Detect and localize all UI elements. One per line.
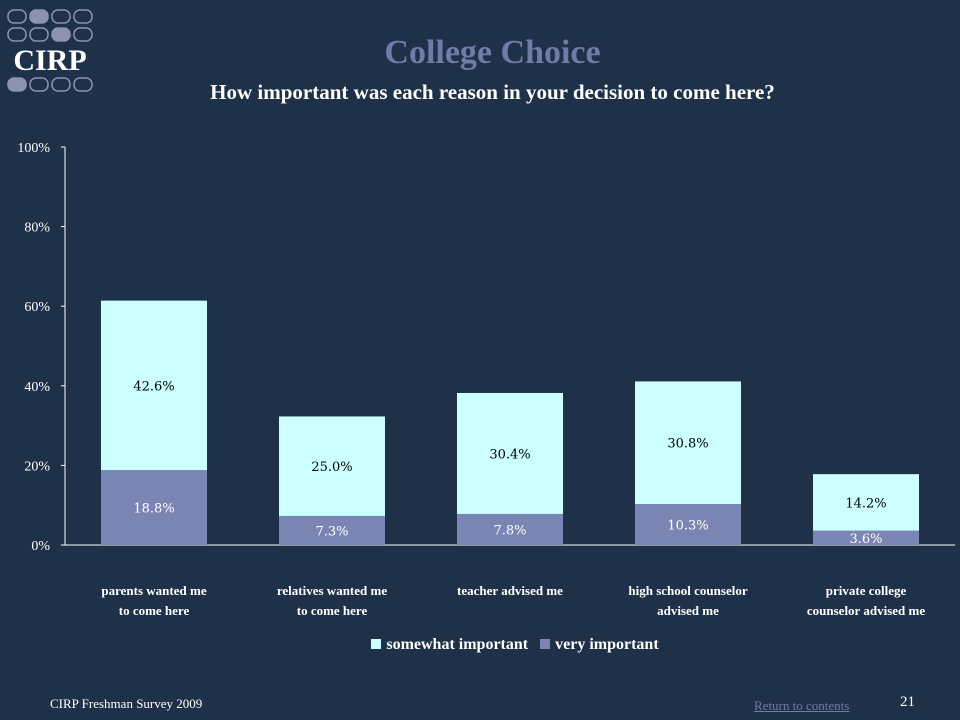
logo-dot: [51, 77, 71, 92]
y-tick-label: 80%: [24, 221, 50, 236]
data-label-somewhat-important: 14.2%: [845, 496, 886, 511]
bar-somewhat-important: [635, 381, 741, 505]
y-tick-label: 40%: [24, 380, 50, 395]
logo-dot: [29, 77, 49, 92]
y-tick-label: 100%: [17, 141, 50, 156]
cirp-logo-text: CIRP: [13, 44, 86, 77]
x-tick-label: high school counselor advised me: [628, 583, 748, 618]
x-tick-label: parents wanted me to come here: [101, 583, 207, 618]
data-label-somewhat-important: 30.4%: [489, 447, 530, 462]
data-label-very-important: 7.3%: [315, 524, 348, 539]
cirp-logo: CIRP: [7, 9, 93, 92]
x-tick-label: relatives wanted me to come here: [276, 583, 388, 618]
logo-dot: [7, 27, 27, 42]
logo-dot: [73, 77, 93, 92]
data-label-very-important: 18.8%: [133, 502, 174, 517]
bar-very-important: [457, 513, 563, 545]
bar-somewhat-important: [101, 300, 207, 471]
logo-dot: [29, 27, 49, 42]
slide-subtitle: How important was each reason in your de…: [210, 80, 775, 104]
logo-dot: [51, 27, 71, 42]
x-tick-label: private college counselor advised me: [806, 583, 926, 618]
slide-title: College Choice: [384, 34, 601, 71]
x-tick-label: teacher advised me: [457, 583, 563, 598]
page-number: 21: [900, 694, 915, 710]
legend-item-very-important: very important: [540, 636, 659, 654]
data-label-somewhat-important: 25.0%: [311, 460, 352, 475]
bar-very-important: [101, 470, 207, 545]
bar-very-important: [635, 504, 741, 545]
logo-dot: [73, 27, 93, 42]
legend-label-somewhat-important: somewhat important: [386, 636, 529, 653]
logo-dot: [73, 9, 93, 24]
data-label-somewhat-important: 42.6%: [133, 379, 174, 394]
bar-somewhat-important: [457, 392, 563, 514]
logo-dot: [7, 9, 27, 24]
legend-label-very-important: very important: [555, 636, 659, 653]
logo-dot: [51, 9, 71, 24]
legend-swatch-somewhat-important: [371, 639, 382, 650]
data-label-very-important: 10.3%: [667, 519, 708, 534]
y-tick-label: 0%: [31, 539, 50, 554]
data-label-somewhat-important: 30.8%: [667, 437, 708, 452]
bar-very-important: [813, 530, 919, 545]
bar-very-important: [279, 515, 385, 545]
logo-dot: [29, 9, 49, 24]
legend-swatch-very-important: [540, 639, 551, 650]
bar-somewhat-important: [279, 416, 385, 516]
bar-somewhat-important: [813, 474, 919, 531]
legend-item-somewhat-important: somewhat important: [371, 636, 528, 654]
y-tick-label: 60%: [24, 300, 50, 315]
data-label-very-important: 7.8%: [493, 523, 526, 538]
chart-legend: somewhat important very important: [0, 636, 960, 654]
logo-dot: [7, 77, 27, 92]
return-to-contents-link[interactable]: Return to contents: [754, 698, 850, 713]
y-tick-label: 20%: [24, 459, 50, 474]
stacked-bar-chart: 0% 20% 40% 60% 80% 100% 18.8% 42.6% 7.3% 25.0% 7.8…: [17, 141, 955, 554]
data-label-very-important: 3.6%: [849, 532, 882, 547]
footer-source: CIRP Freshman Survey 2009: [50, 696, 203, 711]
